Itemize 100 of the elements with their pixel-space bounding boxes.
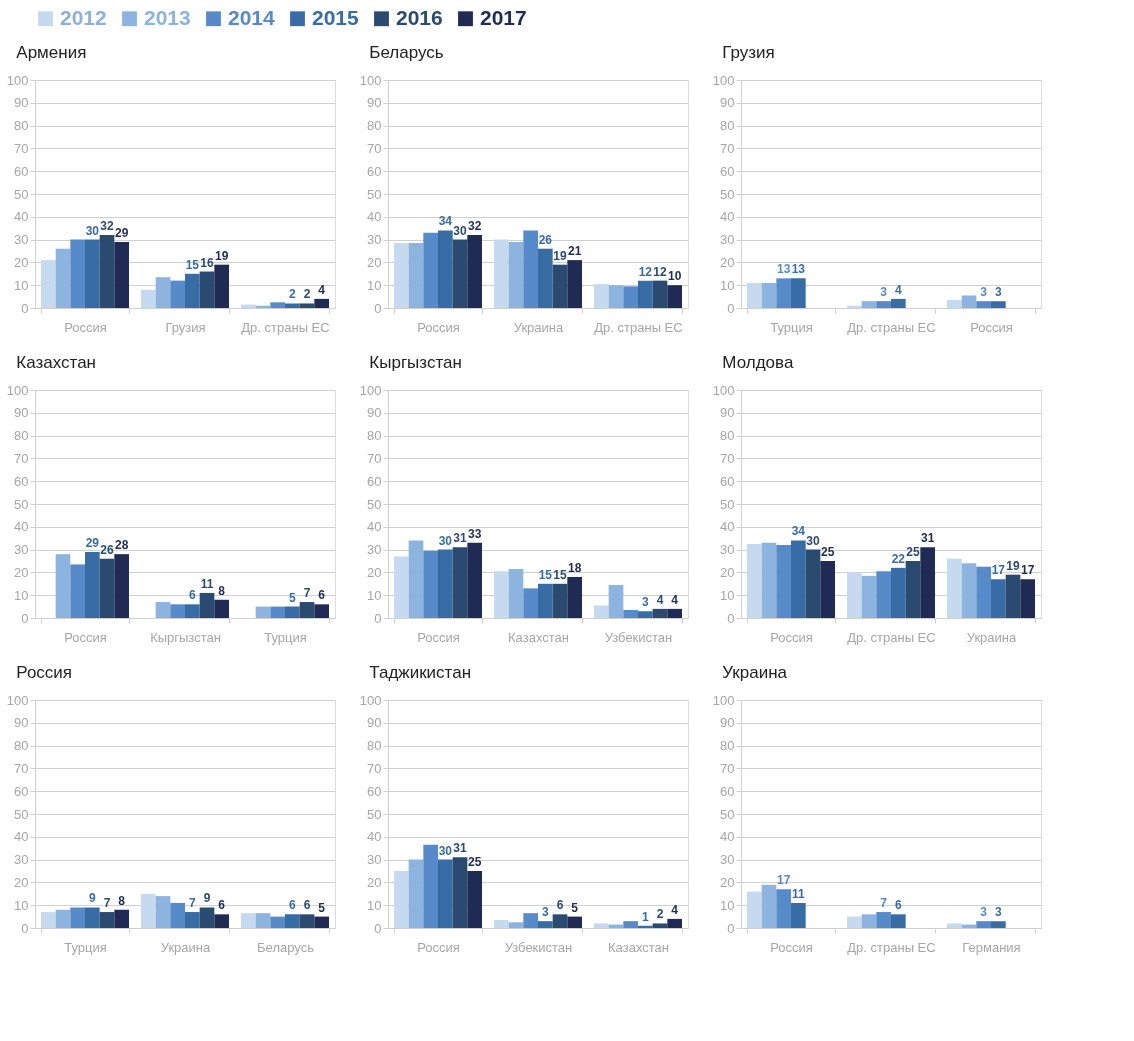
- bar: [623, 286, 638, 308]
- bar: [623, 610, 638, 618]
- data-label: 2: [303, 287, 311, 302]
- bar: [55, 554, 71, 618]
- bar: [947, 558, 962, 618]
- data-label: 32: [467, 219, 482, 234]
- y-tick-label: 50: [367, 186, 382, 202]
- y-tick-label: 90: [367, 95, 382, 111]
- y-tick-label: 60: [14, 163, 29, 179]
- data-label: 9: [88, 891, 96, 906]
- data-label: 22: [891, 551, 906, 566]
- bar: [791, 902, 806, 928]
- data-label: 26: [100, 542, 114, 557]
- chart-title: Молдова: [722, 353, 794, 372]
- bar: [667, 285, 682, 308]
- y-tick-label: 100: [359, 72, 382, 88]
- x-tick-label: Узбекистан: [504, 939, 573, 955]
- bar: [494, 920, 509, 928]
- bar: [947, 923, 962, 928]
- x-tick-label: Россия: [417, 939, 460, 955]
- bar: [99, 235, 115, 308]
- bar: [199, 271, 215, 308]
- bar: [523, 230, 538, 308]
- data-label: 30: [438, 533, 453, 548]
- x-tick-label: Турция: [264, 629, 307, 645]
- bar: [552, 914, 568, 928]
- x-tick-label: Турция: [770, 319, 813, 335]
- legend-label: 2012: [60, 5, 107, 29]
- bar: [876, 571, 891, 618]
- bar: [423, 232, 438, 308]
- y-tick-label: 100: [712, 382, 735, 398]
- data-label: 5: [318, 900, 326, 915]
- bar: [776, 278, 791, 308]
- bar: [991, 921, 1006, 928]
- y-tick-label: 100: [6, 72, 29, 88]
- data-label: 3: [980, 285, 988, 300]
- y-tick-label: 90: [367, 405, 382, 421]
- chart-title: Армения: [16, 43, 87, 62]
- y-tick-label: 90: [14, 715, 29, 731]
- data-label: 2: [288, 287, 296, 302]
- chart-title: Казахстан: [16, 353, 96, 372]
- data-label: 4: [656, 592, 664, 607]
- y-tick-label: 40: [720, 519, 735, 535]
- bar: [761, 884, 777, 928]
- bar: [523, 913, 538, 928]
- data-label: 7: [103, 896, 111, 911]
- bar: [199, 592, 215, 618]
- data-label: 12: [638, 264, 653, 279]
- bar: [438, 230, 453, 308]
- data-label: 4: [318, 282, 326, 297]
- legend-label: 2014: [228, 5, 276, 29]
- data-label: 31: [453, 841, 467, 856]
- bar: [847, 305, 862, 308]
- y-tick-label: 20: [720, 564, 735, 580]
- data-label: 9: [203, 891, 211, 906]
- bar: [70, 907, 85, 928]
- y-tick-label: 10: [720, 897, 735, 913]
- data-label: 19: [553, 248, 567, 263]
- bar: [408, 243, 424, 308]
- bar: [538, 921, 553, 928]
- data-label: 7: [303, 586, 311, 601]
- x-tick-label: Украина: [966, 629, 1018, 645]
- data-label: 30: [438, 843, 453, 858]
- bar: [70, 239, 85, 308]
- x-tick-label: Россия: [770, 629, 813, 645]
- y-tick-label: 100: [6, 382, 29, 398]
- bar: [467, 542, 482, 618]
- legend-label: 2013: [144, 5, 191, 29]
- y-tick-label: 70: [367, 140, 382, 156]
- bar: [776, 889, 791, 928]
- bar: [976, 921, 991, 928]
- bar: [452, 547, 468, 618]
- y-tick-label: 70: [14, 760, 29, 776]
- y-tick-label: 0: [727, 610, 735, 626]
- data-label: 6: [188, 588, 196, 603]
- y-tick-label: 40: [14, 829, 29, 845]
- y-tick-label: 0: [727, 920, 735, 936]
- bar: [761, 542, 777, 618]
- bar: [185, 912, 200, 928]
- bar: [141, 893, 156, 928]
- bar: [285, 303, 300, 308]
- data-label: 19: [214, 248, 229, 263]
- bar: [747, 543, 762, 618]
- bar: [991, 579, 1006, 618]
- y-tick-label: 70: [367, 450, 382, 466]
- y-tick-label: 0: [374, 610, 382, 626]
- y-tick-label: 50: [367, 806, 382, 822]
- y-tick-label: 90: [14, 95, 29, 111]
- data-label: 8: [218, 583, 226, 598]
- y-tick-label: 60: [367, 163, 382, 179]
- y-tick-label: 70: [14, 450, 29, 466]
- data-label: 34: [438, 214, 453, 229]
- data-label: 7: [188, 896, 196, 911]
- bar: [991, 301, 1006, 308]
- y-tick-label: 100: [6, 692, 29, 708]
- x-tick-label: Кыргызстан: [150, 629, 221, 645]
- bar: [41, 912, 56, 928]
- bar: [567, 260, 582, 308]
- y-tick-label: 20: [720, 254, 735, 270]
- legend-label: 2016: [396, 5, 443, 29]
